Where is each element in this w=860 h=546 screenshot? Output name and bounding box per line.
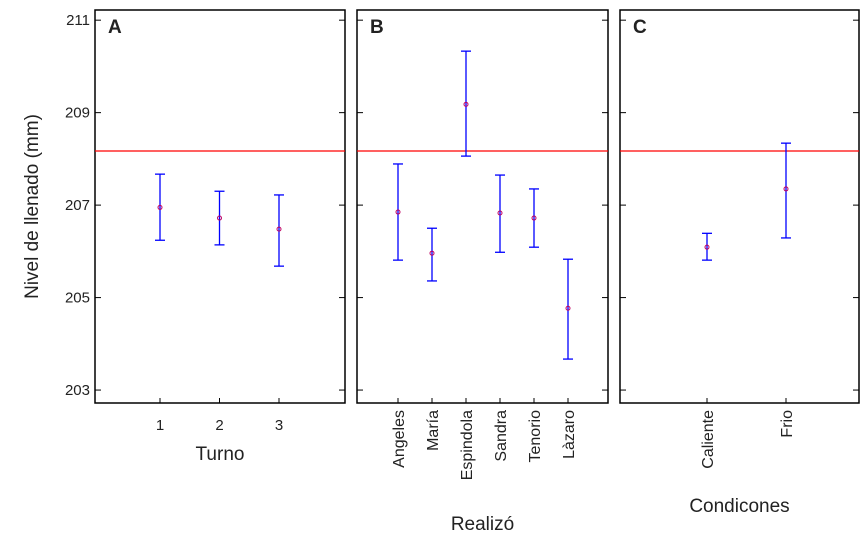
y-tick-label: 207	[65, 197, 90, 214]
x-tick-label: Frio	[779, 410, 796, 438]
panel-frame	[356, 9, 609, 404]
x-tick-label: Angeles	[391, 410, 408, 468]
x-tick-label: Sandra	[493, 410, 510, 462]
x-tick-label: Espindola	[459, 410, 476, 480]
y-tick-label: 203	[65, 382, 90, 399]
mean-point	[704, 244, 710, 250]
mean-point	[531, 215, 537, 221]
mean-point	[497, 210, 503, 216]
mean-point	[157, 204, 163, 210]
x-tick-label: Làzaro	[561, 410, 578, 459]
y-tick-label: 211	[66, 12, 90, 29]
x-tick-label: 2	[215, 417, 223, 434]
panel-label: C	[633, 17, 647, 38]
mean-point	[463, 101, 469, 107]
panel-frame	[619, 9, 860, 404]
x-tick-label: Caliente	[700, 410, 717, 469]
y-axis-label: Nivel de llenado (mm)	[22, 114, 43, 299]
x-tick-label: María	[425, 410, 442, 451]
mean-point	[565, 305, 571, 311]
mean-point	[429, 250, 435, 256]
x-axis-label: Turno	[196, 444, 245, 465]
x-tick-label: 1	[156, 417, 164, 434]
mean-point	[217, 215, 222, 221]
mean-point	[395, 209, 401, 215]
panel-label: A	[108, 17, 122, 38]
x-tick-label: Tenorio	[527, 410, 544, 463]
x-axis-label: Realizó	[451, 514, 514, 535]
mean-point	[276, 226, 282, 232]
panel-label: B	[370, 17, 384, 38]
y-tick-label: 209	[65, 105, 90, 122]
mean-point	[783, 186, 789, 192]
x-axis-label: Condicones	[689, 496, 789, 517]
x-tick-label: 3	[275, 417, 283, 434]
y-tick-label: 205	[65, 290, 90, 307]
